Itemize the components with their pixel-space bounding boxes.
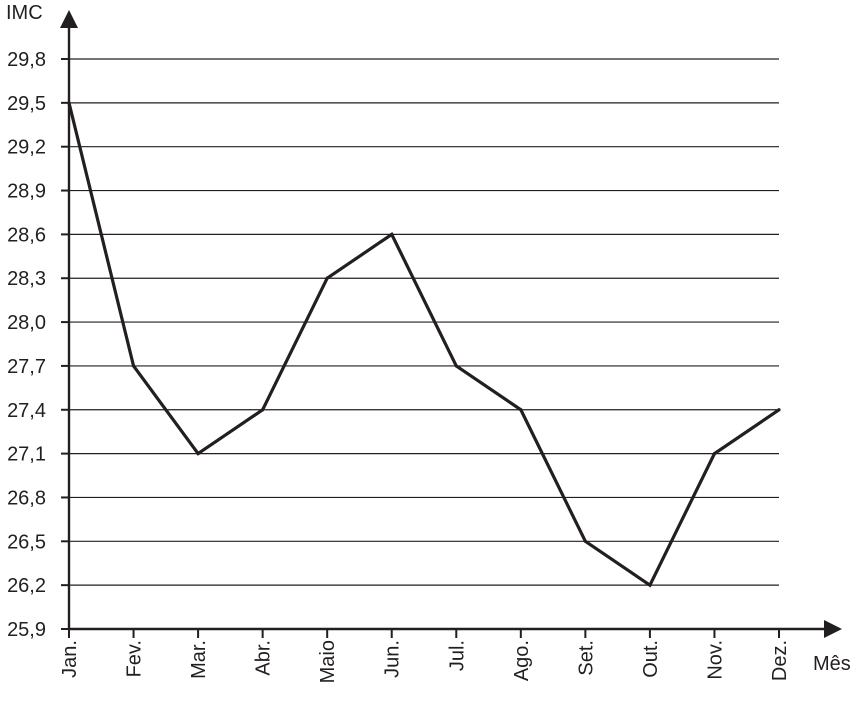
data-point (583, 539, 587, 543)
x-tick-label: Ago. (511, 640, 533, 681)
data-point (712, 452, 717, 456)
series (67, 101, 781, 588)
series-line (67, 102, 780, 588)
y-tick-labels: 25,9 26,2 26,5 26,8 27,1 27,4 27,7 28,0 28,3 28,6… (7, 49, 69, 641)
y-tick-label: 29,8 (7, 49, 46, 71)
x-tick-label: Jun. (382, 640, 404, 678)
x-axis-arrowhead (824, 620, 842, 638)
y-tick-label: 28,0 (7, 312, 46, 334)
y-tick-label: 26,5 (7, 531, 46, 553)
y-tick-label: 25,9 (7, 619, 46, 641)
x-tick-label: Set. (575, 640, 597, 676)
y-tick-label: 27,1 (7, 444, 46, 466)
data-point (777, 408, 781, 412)
y-tick-label: 29,5 (7, 93, 46, 115)
data-point (131, 364, 136, 368)
data-point (648, 583, 652, 587)
y-axis-title: IMC (6, 2, 43, 24)
data-point (390, 232, 394, 236)
x-tick-label: Dez. (769, 640, 791, 681)
x-tick-label: Fev. (124, 640, 146, 677)
y-tick-label: 28,6 (7, 224, 46, 246)
x-tick-labels: Jan. Fev. Mar. Abr. Maio Jun. Jul. Ago. Set. Out.… (59, 629, 791, 683)
y-tick-label: 28,9 (7, 181, 46, 203)
gridlines (69, 58, 779, 586)
data-point (519, 408, 523, 412)
x-tick-label: Maio (317, 640, 339, 683)
data-point (261, 408, 265, 412)
data-point (196, 452, 200, 456)
y-tick-label: 29,2 (7, 137, 46, 159)
y-tick-label: 26,8 (7, 487, 46, 509)
y-tick-label: 26,2 (7, 575, 46, 597)
x-tick-label: Mar. (188, 640, 210, 679)
x-tick-label: Out. (640, 640, 662, 678)
x-tick-label: Nov. (704, 640, 726, 680)
x-axis-title: Mês (813, 653, 851, 675)
y-tick-label: 27,7 (7, 356, 46, 378)
y-tick-label: 28,3 (7, 268, 46, 290)
x-tick-label: Jul. (446, 640, 468, 671)
y-axis-arrowhead (60, 10, 78, 28)
y-tick-label: 27,4 (7, 400, 46, 422)
data-point (67, 101, 71, 105)
data-point (454, 364, 458, 368)
x-tick-label: Abr. (253, 640, 275, 676)
axes: IMC Mês (6, 2, 851, 675)
data-point (325, 276, 329, 280)
x-tick-label: Jan. (59, 640, 81, 678)
